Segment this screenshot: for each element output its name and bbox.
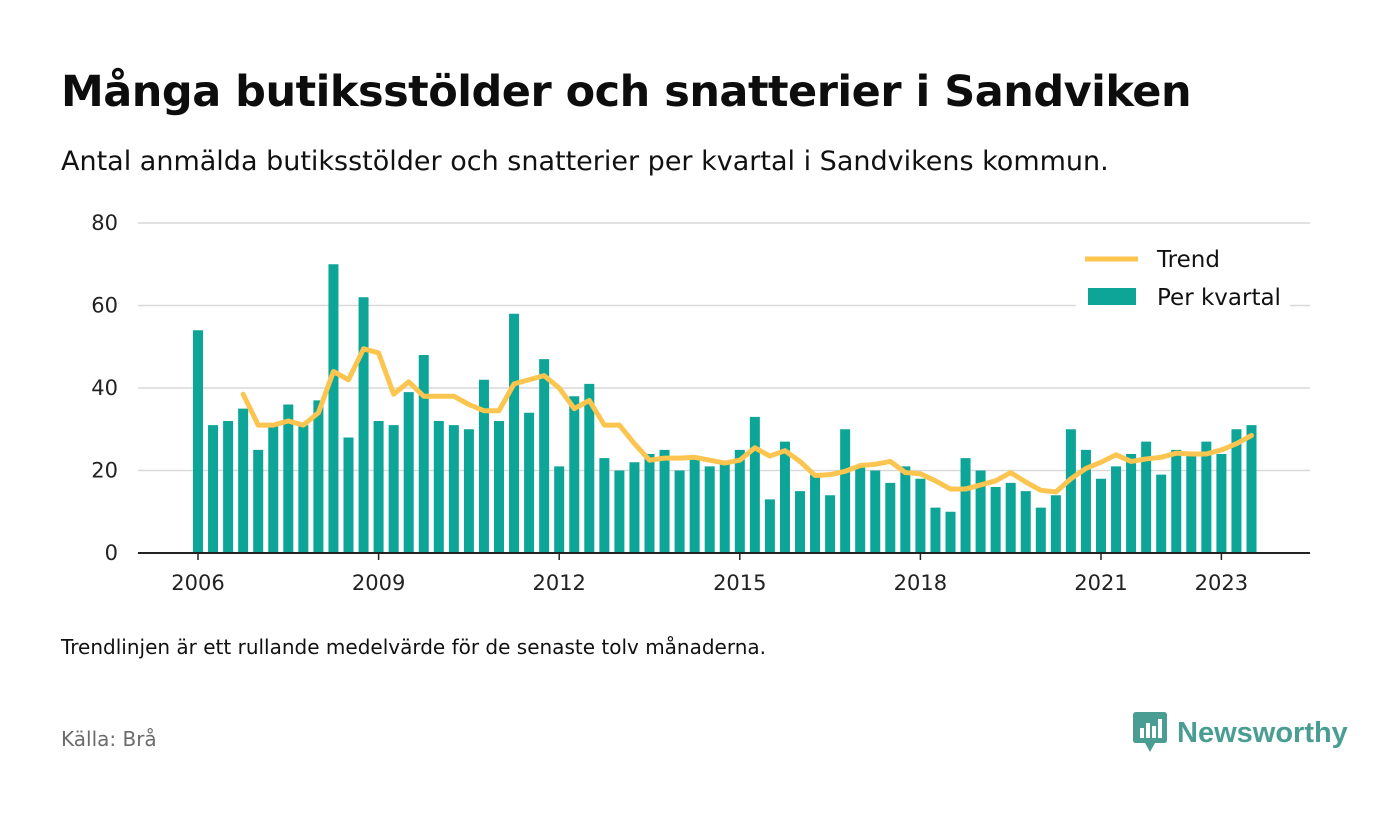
bar bbox=[870, 470, 881, 553]
bars bbox=[193, 264, 1257, 553]
bar-chart: 0 20 40 60 80 2006 2009 2012 2015 2018 2021 2023 T… bbox=[91, 211, 1310, 595]
newsworthy-logo: Newsworthy bbox=[1133, 712, 1348, 754]
bar bbox=[659, 449, 670, 553]
legend-bar-label: Per kvartal bbox=[1157, 285, 1281, 311]
bar bbox=[298, 425, 309, 553]
x-tick-label: 2015 bbox=[713, 571, 766, 595]
bar bbox=[268, 425, 279, 553]
bar bbox=[253, 449, 264, 553]
bar bbox=[283, 404, 294, 553]
trend-line bbox=[240, 346, 1254, 495]
bar bbox=[343, 437, 354, 553]
bar bbox=[418, 355, 429, 553]
y-tick-label: 20 bbox=[91, 459, 118, 483]
brand-name: Newsworthy bbox=[1177, 717, 1348, 749]
bar bbox=[855, 466, 866, 553]
bar bbox=[1096, 478, 1106, 553]
bar bbox=[524, 412, 535, 553]
chart-title: Många butiksstölder och snatterier i San… bbox=[61, 67, 1192, 117]
bar bbox=[1111, 466, 1122, 553]
x-tick-label: 2009 bbox=[352, 571, 405, 595]
bar bbox=[734, 449, 745, 553]
bar bbox=[810, 474, 821, 553]
bar bbox=[509, 313, 520, 553]
bar bbox=[193, 330, 203, 553]
bar bbox=[478, 379, 489, 553]
bar bbox=[1216, 454, 1227, 553]
bar bbox=[1171, 449, 1182, 553]
bar bbox=[208, 425, 219, 553]
bar bbox=[358, 297, 369, 553]
bar bbox=[569, 396, 580, 553]
x-axis-ticks: 2006 2009 2012 2015 2018 2021 2023 bbox=[171, 553, 1248, 595]
x-tick-label: 2021 bbox=[1074, 571, 1127, 595]
bar bbox=[749, 416, 760, 553]
bar bbox=[704, 466, 715, 553]
y-tick-label: 0 bbox=[105, 541, 118, 565]
bar bbox=[1035, 507, 1046, 553]
bar bbox=[795, 491, 805, 553]
bar bbox=[644, 454, 655, 553]
x-tick-label: 2023 bbox=[1195, 571, 1248, 595]
bar bbox=[1050, 495, 1061, 553]
bar bbox=[1246, 425, 1257, 553]
y-tick-label: 60 bbox=[91, 294, 118, 318]
bar bbox=[1231, 429, 1242, 553]
x-tick-label: 2006 bbox=[171, 571, 224, 595]
bar bbox=[1005, 482, 1016, 553]
bar bbox=[599, 458, 610, 553]
bar bbox=[1020, 491, 1031, 553]
bar bbox=[494, 421, 504, 553]
bar bbox=[1126, 454, 1137, 553]
legend-bar-swatch bbox=[1088, 288, 1136, 305]
bar bbox=[900, 466, 911, 553]
bar bbox=[1065, 429, 1076, 553]
y-axis-ticks: 0 20 40 60 80 bbox=[91, 211, 118, 565]
bar bbox=[764, 499, 775, 553]
bar bbox=[584, 383, 595, 553]
bar bbox=[629, 462, 640, 553]
bar bbox=[328, 264, 339, 553]
bar bbox=[945, 511, 956, 553]
bar bbox=[885, 482, 896, 553]
bar bbox=[930, 507, 941, 553]
x-tick-label: 2018 bbox=[894, 571, 947, 595]
bar bbox=[1156, 474, 1167, 553]
bar bbox=[388, 425, 399, 553]
bar bbox=[1080, 449, 1091, 553]
chart-subtitle: Antal anmälda butiksstölder och snatteri… bbox=[61, 146, 1109, 177]
bar bbox=[373, 421, 384, 553]
bar bbox=[614, 470, 625, 553]
bar bbox=[960, 458, 971, 553]
bar bbox=[719, 462, 730, 553]
bar bbox=[975, 470, 986, 553]
legend: Trend Per kvartal bbox=[1076, 235, 1290, 319]
bar bbox=[689, 458, 700, 553]
bar bbox=[990, 487, 1001, 553]
bar bbox=[463, 429, 474, 553]
bar bbox=[403, 392, 414, 553]
bar bbox=[1201, 441, 1212, 553]
bar bbox=[448, 425, 459, 553]
newsworthy-logo-icon bbox=[1133, 712, 1167, 752]
bar bbox=[238, 408, 249, 553]
bar bbox=[1141, 441, 1152, 553]
bar bbox=[1186, 454, 1197, 553]
bar bbox=[915, 478, 926, 553]
footnote: Trendlinjen är ett rullande medelvärde f… bbox=[61, 635, 767, 659]
bar bbox=[433, 421, 444, 553]
bar bbox=[223, 421, 234, 553]
bar bbox=[674, 470, 685, 553]
bar bbox=[779, 441, 790, 553]
bar bbox=[313, 400, 324, 553]
bar bbox=[554, 466, 565, 553]
bar bbox=[840, 429, 851, 553]
source-label: Källa: Brå bbox=[61, 727, 157, 751]
bar bbox=[825, 495, 836, 553]
y-tick-label: 40 bbox=[91, 376, 118, 400]
legend-trend-label: Trend bbox=[1156, 247, 1220, 273]
y-tick-label: 80 bbox=[91, 211, 118, 235]
bar bbox=[539, 359, 550, 553]
x-tick-label: 2012 bbox=[532, 571, 585, 595]
